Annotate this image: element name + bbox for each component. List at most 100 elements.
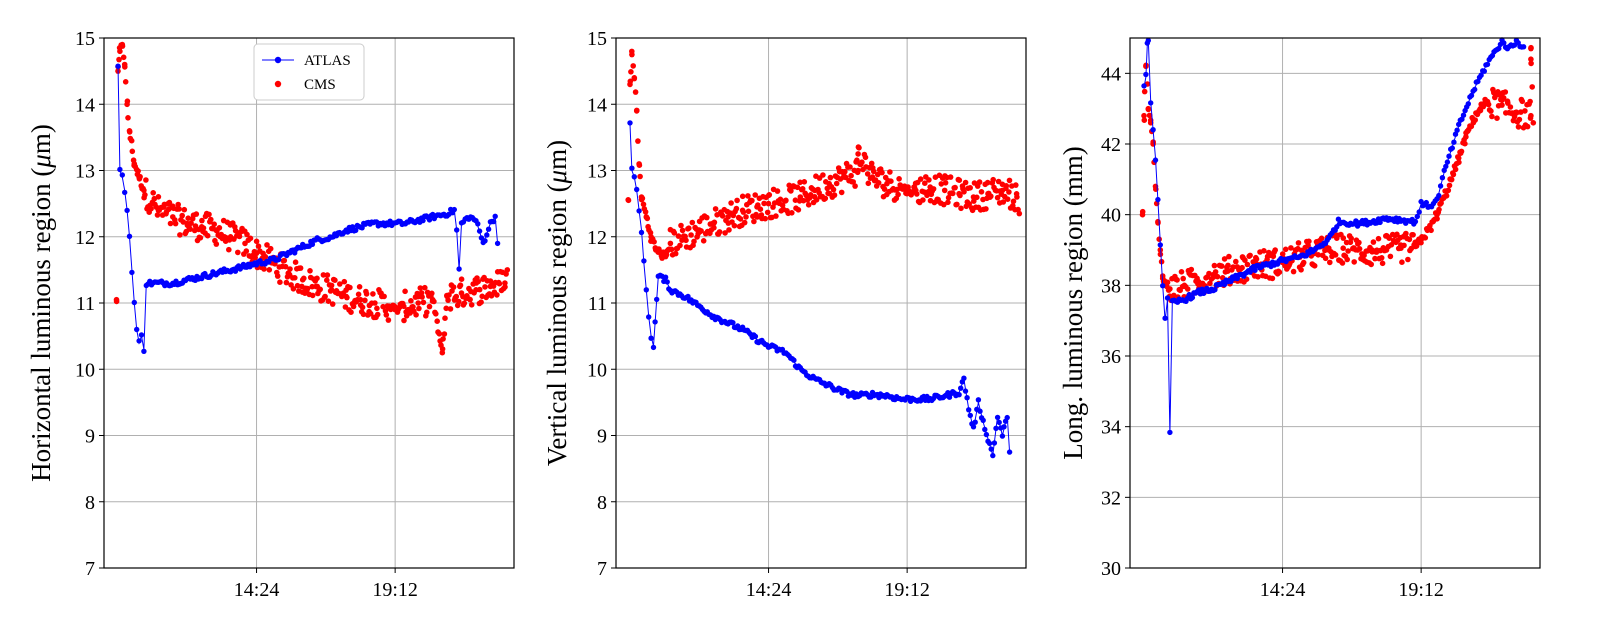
data-point-atlas — [975, 397, 982, 403]
data-point-cms — [121, 61, 128, 68]
data-point-atlas — [964, 395, 970, 401]
data-point-cms — [1489, 113, 1495, 120]
data-point-cms — [392, 306, 398, 313]
data-point-cms — [383, 312, 390, 318]
data-point-cms — [1224, 268, 1231, 275]
data-point-cms — [1210, 271, 1217, 278]
data-point-cms — [478, 299, 484, 306]
data-point-cms — [990, 176, 996, 183]
data-1 — [113, 41, 511, 356]
data-point-cms — [868, 160, 875, 167]
data-point-cms — [441, 331, 448, 337]
data-point-cms — [422, 284, 428, 291]
data-point-atlas — [482, 238, 488, 244]
data-point-cms — [1488, 108, 1494, 114]
data-point-cms — [1462, 140, 1468, 147]
data-point-cms — [181, 206, 188, 213]
data-point-cms — [416, 305, 422, 312]
data-point-cms — [1399, 259, 1405, 266]
y-tick-label: 8 — [85, 492, 95, 514]
data-point-cms — [1387, 253, 1394, 260]
data-point-cms — [678, 222, 684, 229]
data-point-atlas — [1468, 92, 1475, 99]
data-point-cms — [1282, 246, 1289, 253]
y-tick-label: 12 — [587, 227, 607, 249]
data-point-cms — [410, 304, 416, 310]
data-point-cms — [170, 214, 176, 220]
data-point-atlas — [641, 258, 647, 264]
data-point-cms — [1502, 89, 1509, 95]
data-point-cms — [363, 291, 370, 297]
data-point-atlas — [1150, 127, 1156, 133]
data-point-atlas — [685, 293, 691, 300]
data-point-cms — [413, 312, 419, 318]
data-point-cms — [842, 168, 848, 175]
data-point-atlas — [629, 165, 635, 171]
data-point-cms — [380, 303, 386, 310]
y-tick-label: 14 — [587, 94, 607, 116]
data-point-cms — [788, 188, 794, 194]
data-point-cms — [1013, 182, 1019, 188]
data-point-atlas — [1148, 100, 1154, 106]
data-point-cms — [131, 161, 138, 167]
data-point-atlas — [1164, 295, 1171, 301]
data-point-cms — [1300, 259, 1307, 266]
data-point-atlas — [1520, 44, 1527, 50]
data-point-cms — [927, 184, 933, 190]
data-point-cms — [1156, 236, 1162, 242]
data-point-cms — [682, 234, 688, 240]
data-point-cms — [401, 317, 407, 324]
data-point-atlas — [1189, 294, 1196, 301]
data-point-cms — [461, 300, 468, 307]
data-point-cms — [945, 194, 952, 201]
data-point-atlas — [309, 241, 316, 247]
data-point-cms — [1354, 247, 1361, 253]
data-point-cms — [671, 230, 678, 236]
x-tick-label: 19:12 — [1398, 579, 1444, 601]
data-point-cms — [700, 238, 707, 244]
data-point-cms — [243, 248, 250, 254]
data-point-cms — [1418, 236, 1424, 243]
data-point-cms — [662, 253, 669, 260]
data-point-cms — [285, 270, 292, 277]
data-point-atlas — [646, 314, 652, 320]
data-point-cms — [408, 298, 414, 304]
data-point-cms — [647, 229, 654, 236]
data-point-cms — [627, 81, 633, 88]
data-point-cms — [859, 159, 865, 165]
data-point-cms — [457, 282, 464, 289]
data-point-cms — [1295, 240, 1302, 246]
data-point-cms — [966, 201, 972, 207]
data-point-cms — [686, 225, 692, 231]
data-point-cms — [424, 309, 430, 316]
y-tick-label: 12 — [75, 227, 95, 249]
data-point-cms — [1139, 211, 1146, 218]
data-point-cms — [314, 275, 320, 282]
data-point-cms — [1344, 256, 1350, 263]
data-point-atlas — [1004, 414, 1010, 421]
data-point-cms — [1370, 239, 1377, 245]
data-point-atlas — [962, 388, 969, 394]
data-point-cms — [1318, 235, 1325, 242]
y-tick-label: 10 — [587, 359, 607, 381]
data-point-cms — [434, 318, 441, 325]
x-tick-label: 19:12 — [884, 579, 930, 601]
data-point-cms — [1528, 56, 1534, 62]
data-point-cms — [1311, 263, 1318, 269]
data-point-cms — [415, 300, 422, 306]
data-3 — [1139, 37, 1537, 436]
data-point-cms — [1529, 84, 1535, 90]
data-point-cms — [1445, 187, 1452, 194]
data-point-cms — [716, 229, 723, 235]
legend-box — [253, 43, 365, 101]
data-point-cms — [456, 298, 462, 305]
data-point-cms — [429, 296, 436, 303]
data-point-cms — [1214, 273, 1221, 280]
data-point-atlas — [1501, 40, 1507, 46]
data-point-cms — [1379, 260, 1386, 267]
data-point-cms — [1398, 245, 1404, 251]
data-point-cms — [1522, 108, 1528, 114]
data-point-cms — [648, 234, 654, 240]
data-point-atlas — [634, 186, 640, 193]
data-point-atlas — [1412, 218, 1419, 225]
